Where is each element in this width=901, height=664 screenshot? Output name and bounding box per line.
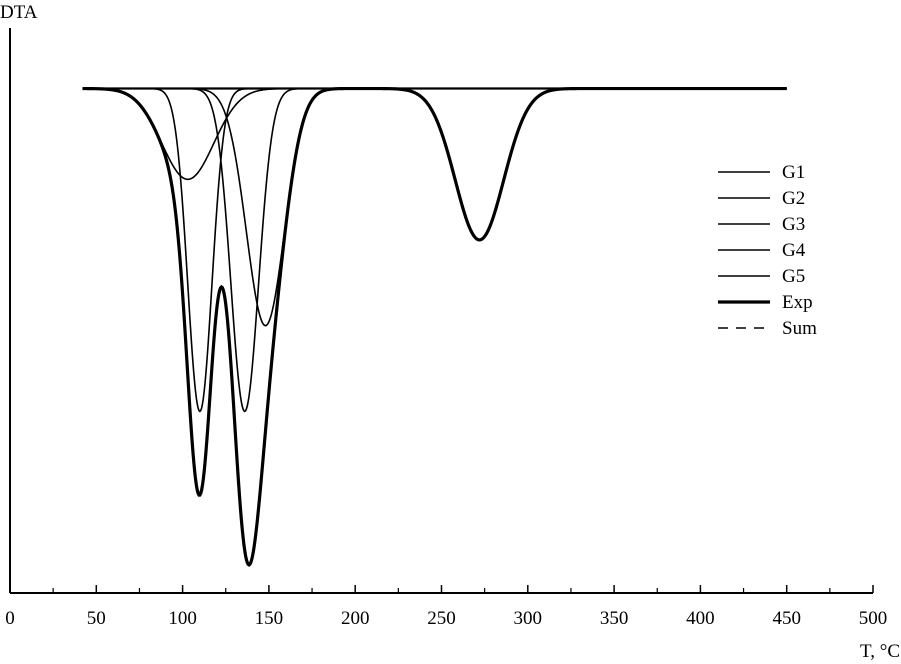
legend: G1 G2 G3 G4 G5 Exp Sum bbox=[718, 162, 817, 339]
x-tick-label: 500 bbox=[859, 608, 888, 629]
series-sum-line bbox=[82, 87, 787, 566]
x-ticks: 0 50 100 150 200 250 300 350 400 450 500 bbox=[5, 585, 887, 629]
legend-label-sum: Sum bbox=[782, 318, 817, 339]
curves bbox=[82, 86, 787, 567]
legend-label-g2: G2 bbox=[782, 188, 805, 209]
legend-label-g4: G4 bbox=[782, 240, 806, 261]
x-tick-label: 450 bbox=[772, 608, 801, 629]
legend-label-g5: G5 bbox=[782, 266, 805, 287]
series-exp-line bbox=[82, 86, 787, 567]
x-tick-label: 400 bbox=[686, 608, 715, 629]
series-g5-line bbox=[82, 87, 787, 241]
x-axis-title: T, °C bbox=[860, 641, 900, 662]
x-tick-label: 100 bbox=[168, 608, 197, 629]
legend-label-g3: G3 bbox=[782, 214, 805, 235]
x-tick-label: 50 bbox=[87, 608, 106, 629]
series-g1-line bbox=[82, 87, 787, 181]
y-axis-title: DTA bbox=[0, 2, 38, 23]
x-tick-label: 150 bbox=[255, 608, 284, 629]
x-tick-label: 200 bbox=[341, 608, 370, 629]
x-tick-label: 250 bbox=[427, 608, 456, 629]
x-tick-label: 350 bbox=[600, 608, 629, 629]
legend-label-g1: G1 bbox=[782, 162, 805, 183]
x-tick-label: 300 bbox=[514, 608, 543, 629]
legend-label-exp: Exp bbox=[782, 292, 813, 313]
x-tick-label: 0 bbox=[5, 608, 15, 629]
